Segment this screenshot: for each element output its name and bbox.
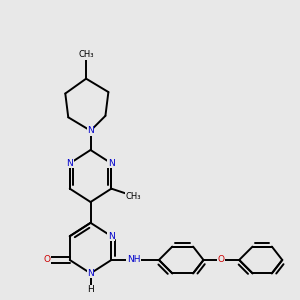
Text: N: N <box>87 269 94 278</box>
Text: N: N <box>87 126 94 135</box>
Text: N: N <box>108 232 115 241</box>
Text: N: N <box>66 159 73 168</box>
Text: H: H <box>87 285 94 294</box>
Text: O: O <box>44 256 51 265</box>
Text: NH: NH <box>127 256 140 265</box>
Text: CH₃: CH₃ <box>78 50 94 59</box>
Text: O: O <box>218 256 225 265</box>
Text: N: N <box>108 159 115 168</box>
Text: CH₃: CH₃ <box>126 192 141 201</box>
